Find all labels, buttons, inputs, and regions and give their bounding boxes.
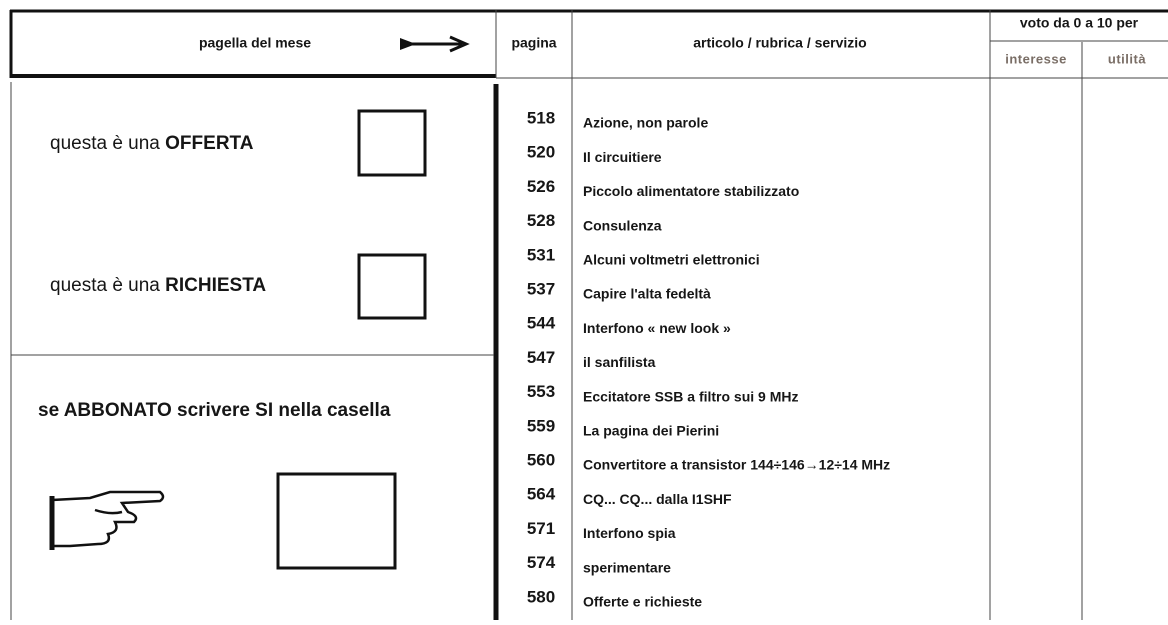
page-number: 564 [527, 485, 556, 504]
offer-box[interactable] [357, 109, 427, 177]
article-title: Alcuni voltmetri elettronici [583, 252, 760, 268]
subscriber-box[interactable] [276, 472, 397, 570]
page-number: 560 [527, 450, 555, 469]
page-number: 526 [527, 177, 555, 196]
offer-text: questa è una OFFERTA [50, 133, 254, 154]
article-title: CQ... CQ... dalla I1SHF [583, 491, 732, 507]
page-number: 537 [527, 279, 555, 298]
page-number: 520 [527, 143, 555, 162]
offer-prefix: questa è una [50, 133, 160, 154]
header-title: pagella del mese [199, 35, 311, 51]
article-title: Capire l'alta fedeltà [583, 286, 711, 302]
page-number: 547 [527, 348, 555, 367]
page-number: 528 [527, 211, 555, 230]
article-title: Il circuitiere [583, 149, 662, 165]
page-number: 544 [527, 314, 556, 333]
page-number: 574 [527, 553, 556, 572]
article-title: il sanfilista [583, 354, 656, 370]
article-title: Azione, non parole [583, 115, 708, 131]
article-title: Piccolo alimentatore stabilizzato [583, 183, 799, 199]
request-keyword: RICHIESTA [165, 275, 266, 296]
subscriber-text: se ABBONATO scrivere SI nella casella [38, 400, 391, 421]
page-number: 553 [527, 382, 555, 401]
page-header: pagina [511, 35, 556, 51]
request-text: questa è una RICHIESTA [50, 275, 266, 296]
article-title: Interfono spia [583, 525, 676, 541]
interest-header: interesse [1005, 51, 1067, 66]
vote-header: voto da 0 a 10 per [1020, 15, 1139, 31]
page-number: 571 [527, 519, 555, 538]
page-number: 518 [527, 108, 555, 127]
page-number: 559 [527, 416, 555, 435]
article-title: Offerte e richieste [583, 594, 702, 610]
request-prefix: questa è una [50, 275, 160, 296]
arrow [400, 35, 470, 53]
page-number: 580 [527, 587, 555, 606]
request-box[interactable] [357, 253, 427, 320]
page-number: 531 [527, 245, 555, 264]
article-title: Interfono « new look » [583, 320, 731, 336]
article-title: Eccitatore SSB a filtro sui 9 MHz [583, 388, 799, 404]
article-title: La pagina dei Pierini [583, 423, 719, 439]
article-title: Convertitore a transistor 144÷146→12÷14 … [583, 457, 890, 473]
article-title: sperimentare [583, 559, 671, 575]
article-header: articolo / rubrica / servizio [693, 35, 867, 51]
utility-header: utilità [1108, 51, 1146, 66]
hand-icon [49, 490, 165, 550]
article-title: Consulenza [583, 217, 662, 233]
offer-keyword: OFFERTA [165, 133, 254, 154]
